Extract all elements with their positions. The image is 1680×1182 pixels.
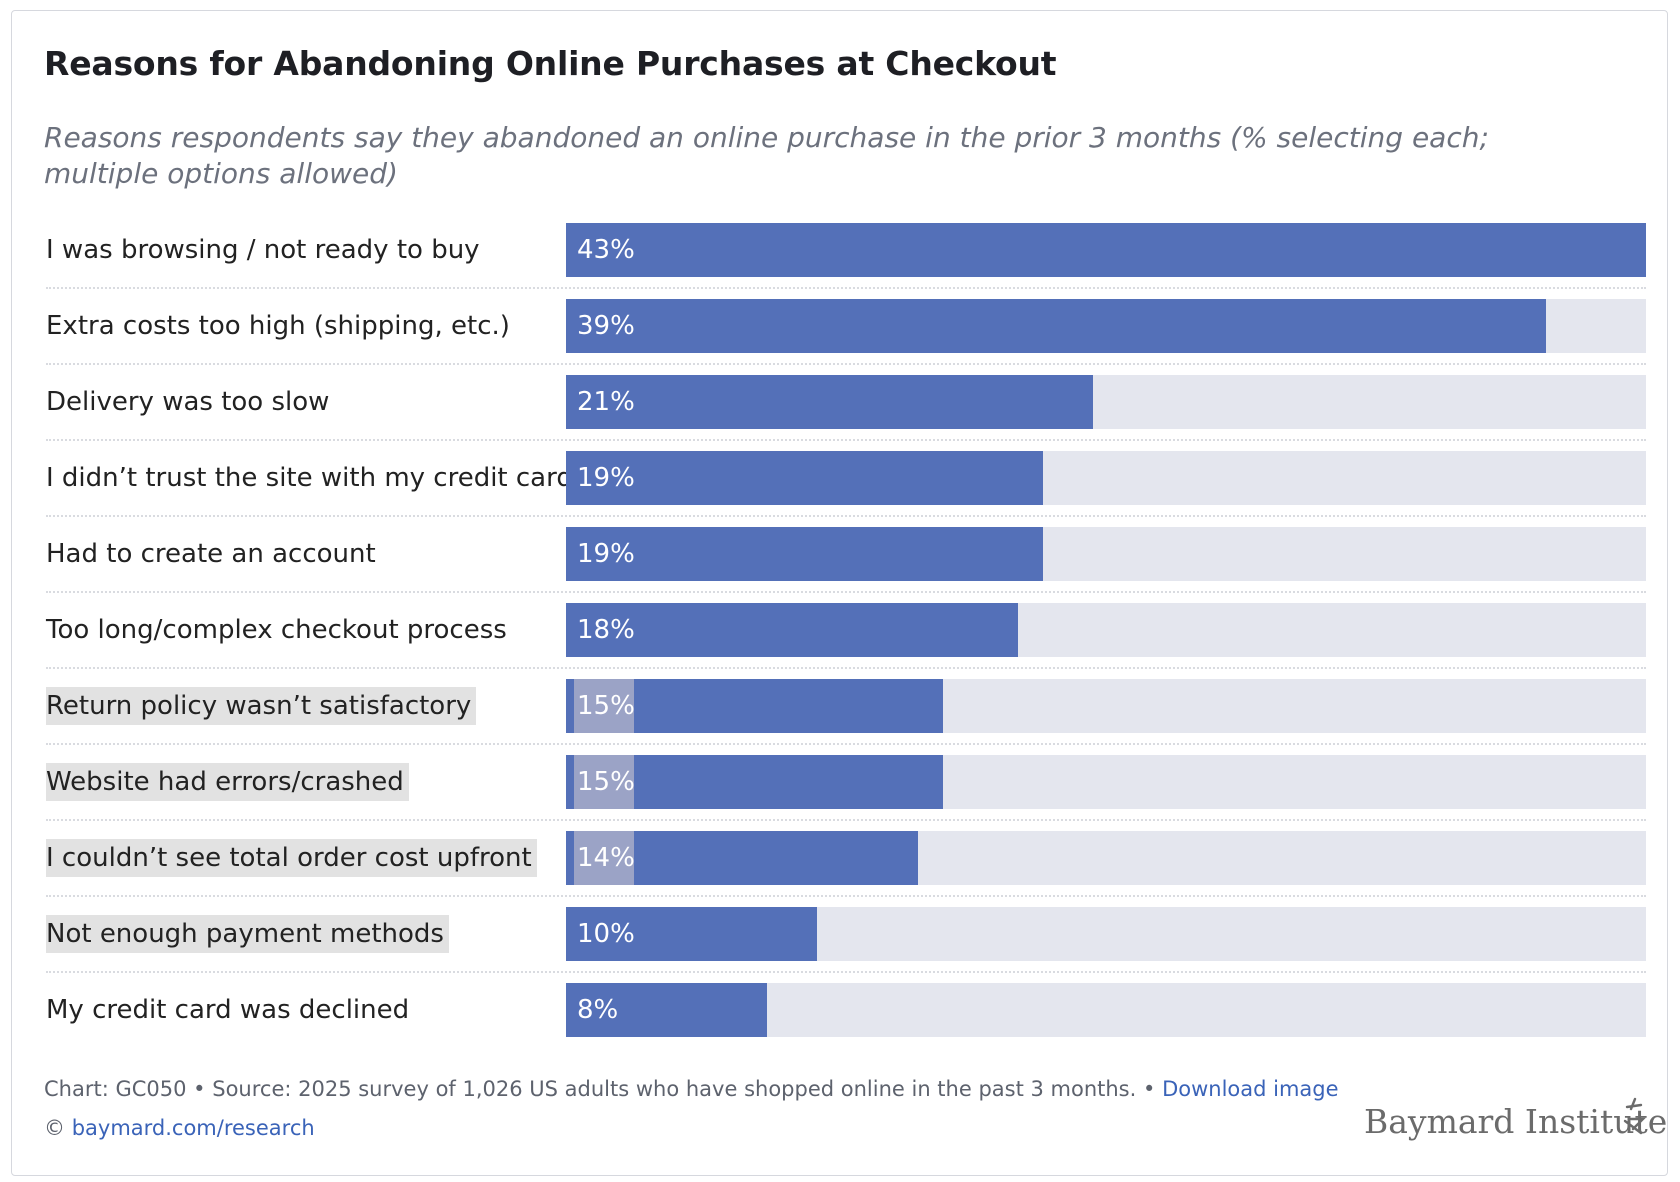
footer-separator: • [193,1077,206,1101]
chart-card [11,10,1668,1176]
chart-footer-source: Chart: GC050 • Source: 2025 survey of 1,… [44,1077,1339,1101]
chart-footer-copyright: © baymard.com/research [44,1116,315,1140]
copyright-symbol: © [44,1116,65,1140]
chart-id: Chart: GC050 [44,1077,187,1101]
source-text: Source: 2025 survey of 1,026 US adults w… [212,1077,1137,1101]
footer-separator: • [1143,1077,1156,1101]
chart-title: Reasons for Abandoning Online Purchases … [44,44,1057,83]
baymard-logo: Baymard Institute [1364,1102,1668,1141]
baymard-research-link[interactable]: baymard.com/research [71,1116,315,1140]
chart-subtitle: Reasons respondents say they abandoned a… [44,121,1489,190]
download-image-link[interactable]: Download image [1162,1077,1339,1101]
baymard-logo-mark-icon [1623,1097,1646,1135]
